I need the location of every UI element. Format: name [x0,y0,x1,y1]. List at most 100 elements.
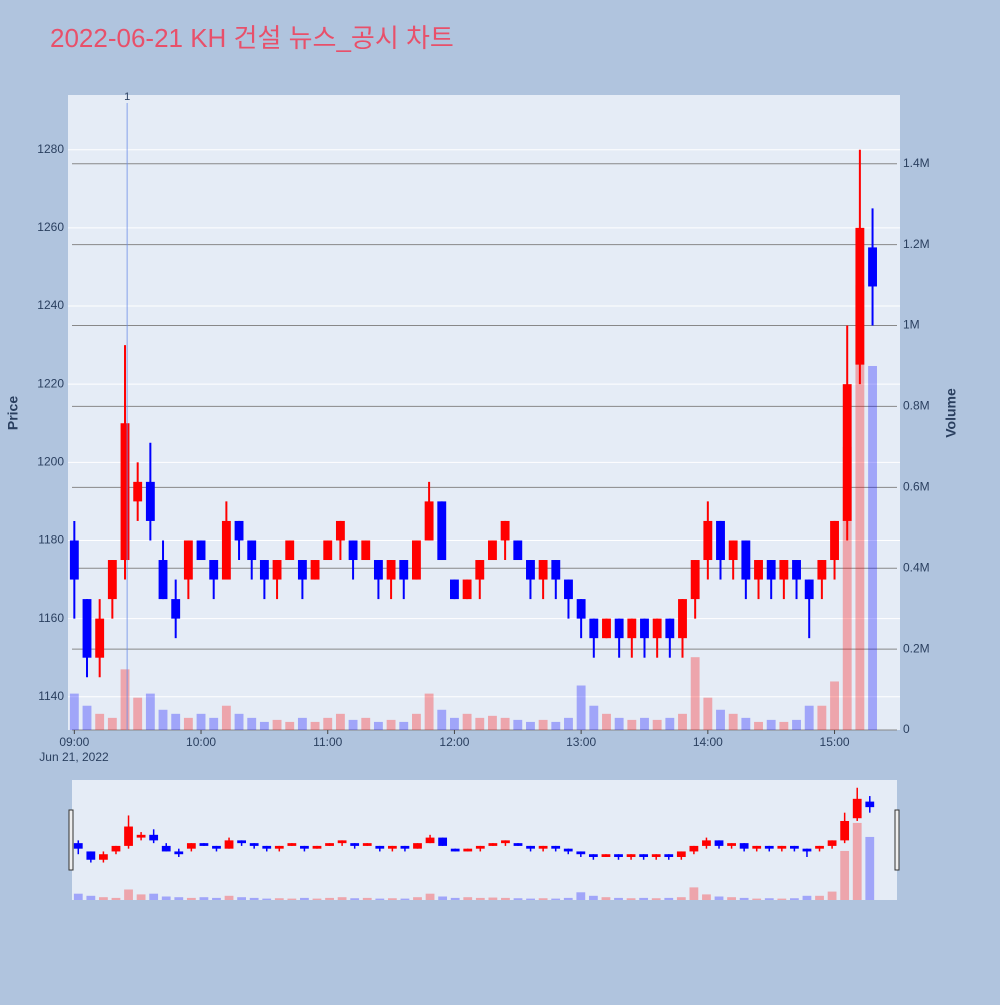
mini-volume-bar [513,898,523,900]
mini-candle-body [626,854,636,857]
candle-body [526,560,535,580]
mini-candle-body [714,840,724,846]
volume-bar [500,717,510,730]
y2-tick-label: 1.4M [903,156,930,170]
mini-volume-bar [337,897,347,900]
candle-body [183,540,193,580]
volume-bar [462,713,472,730]
volume-bar [272,719,282,730]
candle-body [678,599,687,639]
volume-bar [526,721,535,730]
mini-candle-body [262,845,272,849]
candle-body [209,560,219,580]
mini-volume-bar [400,898,410,900]
mini-candle-body [702,840,711,846]
candle-body [259,560,269,580]
volume-bar [513,719,523,730]
mini-candle-body [413,843,422,849]
candle-body [196,540,206,561]
chart-title: 2022-06-21 KH 건설 뉴스_공시 차트 [50,23,454,53]
range-handle-right[interactable] [894,809,900,871]
mini-volume-bar [501,897,510,900]
mini-volume-bar [438,896,448,900]
candle-body [272,560,282,580]
volume-bar [95,713,105,730]
y2-tick-label: 0.8M [903,399,930,413]
mini-candle-body [99,854,108,860]
candle-body [564,579,573,600]
volume-bar [614,717,624,730]
candle-body [728,540,738,561]
candle-body [538,560,548,580]
volume-bar [703,697,713,730]
range-handle-left[interactable] [68,809,74,871]
volume-bar [259,721,269,730]
mini-volume-bar [199,897,209,900]
mini-candle-body [576,851,586,855]
mini-candle-body [400,845,410,849]
volume-bar [868,365,877,730]
mini-volume-bar [375,898,385,900]
candle-body [868,247,877,287]
mini-volume-bar [149,893,159,900]
mini-volume-bar [739,897,749,900]
candle-body [500,520,510,541]
candle-body [716,520,725,561]
volume-bar [145,693,155,730]
volume-bar [323,717,333,730]
volume-bar [221,705,231,730]
candle-body [690,560,700,600]
y2-tick-label: 0 [903,722,910,736]
y-tick-label: 1260 [37,220,64,234]
volume-bar [335,713,345,730]
mini-candle-body [312,845,322,849]
mini-candle-body [827,840,837,846]
candle-body [310,560,320,580]
volume-bar [728,713,738,730]
volume-bar [589,705,599,730]
x-tick-label: 09:00 [59,735,89,749]
candle-body [424,501,434,541]
candle-body [640,618,649,639]
mini-candle-body [551,845,561,849]
volume-bar [310,721,320,730]
mini-volume-bar [450,897,460,900]
y2-tick-label: 0.6M [903,479,930,493]
candle-body [348,540,358,561]
candle-body [817,560,827,580]
candle-body [602,618,611,639]
mini-candle-body [300,845,309,849]
mini-volume-bar [387,898,397,900]
mini-volume-bar [249,897,259,900]
mini-candle-body [375,845,385,849]
range-slider[interactable] [72,780,897,900]
volume-bar [361,717,371,730]
candle-body [145,481,155,521]
volume-bar [690,657,700,730]
mini-volume-bar [174,897,184,900]
mini-candle-body [174,851,184,855]
candle-body [792,560,801,580]
y2-tick-label: 1M [903,318,920,332]
mini-volume-bar [413,897,422,900]
volume-bar [830,681,839,730]
mini-candle-body [73,843,83,849]
y-tick-label: 1180 [38,533,64,547]
mini-candle-body [450,848,460,852]
candle-body [361,540,371,561]
mini-candle-body [136,834,146,838]
y-tick-label: 1160 [38,611,64,625]
mini-volume-bar [614,897,623,900]
mini-candle-body [237,840,247,844]
mini-candle-body [815,845,824,849]
candle-body [285,540,295,561]
mini-candle-body [601,854,611,857]
mini-volume-bar [463,897,473,900]
mini-candle-body [124,826,133,846]
mini-volume-bar [865,836,875,900]
volume-bar [602,713,611,730]
mini-volume-bar [727,897,736,900]
mini-volume-bar [639,897,649,900]
mini-candle-body [526,845,535,849]
candle-body [297,560,307,580]
